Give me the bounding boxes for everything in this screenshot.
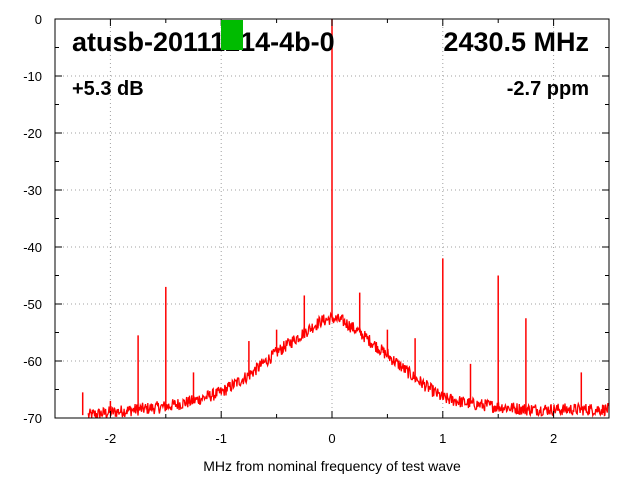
y-tick-label: -40 <box>23 240 42 255</box>
y-tick-label: -10 <box>23 69 42 84</box>
x-tick-label: 1 <box>439 431 446 446</box>
y-tick-label: -60 <box>23 354 42 369</box>
x-tick-label: -1 <box>215 431 227 446</box>
axes: 0-10-20-30-40-50-60-70-2 -1 0 1 2 <box>23 12 610 446</box>
y-tick-label: -30 <box>23 183 42 198</box>
x-tick-label: -2 <box>105 431 117 446</box>
gain-label: +5.3 dB <box>72 78 144 100</box>
status-marker <box>221 20 243 50</box>
x-tick-label: 0 <box>328 431 335 446</box>
chart-title: atusb-20111214-4b-0 <box>72 27 335 57</box>
series-line <box>87 311 610 419</box>
frequency-label: 2430.5 MHz <box>443 27 589 57</box>
ppm-label: -2.7 ppm <box>507 78 589 100</box>
y-tick-label: 0 <box>35 12 42 27</box>
y-tick-label: -20 <box>23 126 42 141</box>
y-tick-label: -70 <box>23 411 42 426</box>
x-axis-label: MHz from nominal frequency of test wave <box>203 458 461 474</box>
y-tick-label: -50 <box>23 297 42 312</box>
x-tick-label: 2 <box>550 431 557 446</box>
series-layer <box>81 19 610 419</box>
